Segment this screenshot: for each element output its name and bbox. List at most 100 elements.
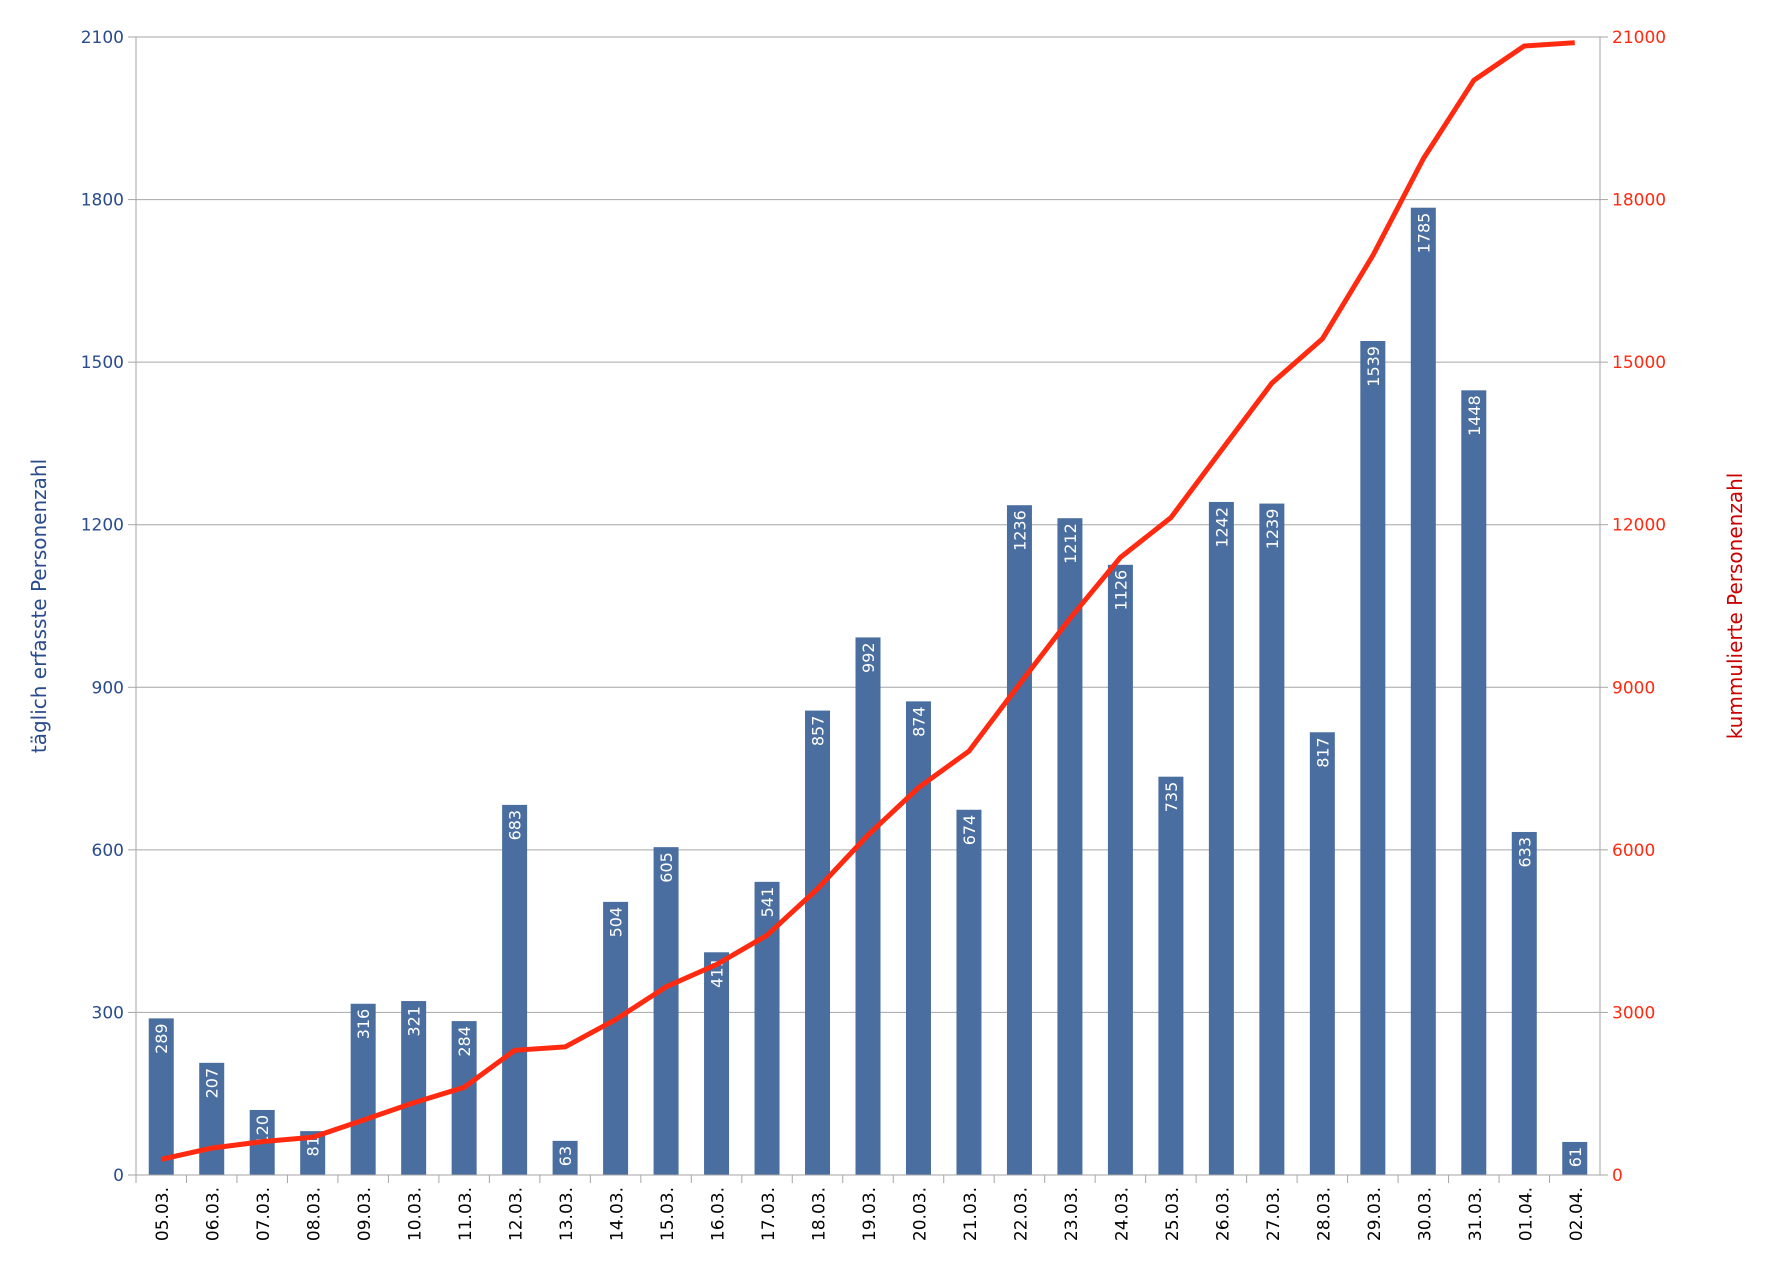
- x-tick-label: 02.04.: [1567, 1187, 1587, 1241]
- bar-data-label: 321: [405, 1006, 424, 1037]
- x-tick-label: 10.03.: [406, 1187, 426, 1241]
- bar-data-label: 316: [354, 1009, 373, 1040]
- bar-data-label: 874: [909, 706, 928, 737]
- bar: [956, 809, 982, 1175]
- axes: 0 300 600 900 1200 1500 1800 2100 0 3000 6000 9000 1…: [81, 28, 1666, 1241]
- bar: [905, 701, 931, 1175]
- bar: [1309, 732, 1335, 1175]
- bar: [855, 637, 881, 1175]
- bar: [1107, 564, 1133, 1175]
- x-tick-label: 07.03.: [254, 1187, 274, 1241]
- bar-data-label: 1239: [1263, 509, 1282, 550]
- bar: [148, 1018, 174, 1175]
- bar: [502, 804, 528, 1175]
- y2-axis-title: kummulierte Personenzahl: [1723, 473, 1747, 740]
- bar: [1562, 1141, 1588, 1175]
- bar-data-label: 63: [556, 1146, 575, 1166]
- bar-data-label: 1539: [1364, 346, 1383, 387]
- x-tick-label: 11.03.: [456, 1187, 476, 1241]
- bar: [401, 1001, 427, 1175]
- bar-data-label: 817: [1313, 737, 1332, 768]
- y-tick-label: 1800: [81, 191, 124, 211]
- bar-data-label: 207: [203, 1068, 222, 1099]
- bar: [1360, 341, 1386, 1176]
- y2-tick-label: 3000: [1612, 1003, 1655, 1023]
- x-tick-label: 28.03.: [1314, 1187, 1334, 1241]
- x-tick-label: 18.03.: [810, 1187, 830, 1241]
- bar: [199, 1062, 225, 1175]
- y2-tick-label: 9000: [1612, 678, 1655, 698]
- x-tick-label: 29.03.: [1365, 1187, 1385, 1241]
- x-tick-label: 26.03.: [1213, 1187, 1233, 1241]
- x-tick-label: 17.03.: [759, 1187, 779, 1241]
- y-tick-label: 300: [92, 1003, 124, 1023]
- bar: [1461, 390, 1487, 1175]
- bar: [653, 847, 679, 1175]
- bar-data-label: 284: [455, 1026, 474, 1057]
- bar-data-label: 1448: [1465, 395, 1484, 436]
- x-tick-label: 21.03.: [961, 1187, 981, 1241]
- bar-data-label: 1236: [1010, 510, 1029, 551]
- bar-data-label: 120: [253, 1115, 272, 1146]
- bar-data-label: 504: [607, 907, 626, 938]
- y-tick-label: 1500: [81, 353, 124, 373]
- bar-data-label: 683: [506, 810, 525, 841]
- y-tick-label: 600: [92, 841, 124, 861]
- bar: [552, 1140, 578, 1175]
- bar: [1158, 776, 1184, 1175]
- bar-data-label: 61: [1566, 1147, 1585, 1167]
- x-tick-label: 25.03.: [1163, 1187, 1183, 1241]
- y2-tick-label: 18000: [1612, 191, 1666, 211]
- bar-data-label: 605: [657, 852, 676, 883]
- x-tick-label: 15.03.: [658, 1187, 678, 1241]
- cumulative-line: [160, 40, 1575, 1162]
- x-tick-label: 14.03.: [608, 1187, 628, 1241]
- bar-data-label: 674: [960, 815, 979, 846]
- y-tick-label: 900: [92, 678, 124, 698]
- bar-data-label: 541: [758, 887, 777, 918]
- y2-tick-label: 0: [1612, 1166, 1623, 1186]
- bar: [1208, 501, 1234, 1175]
- y-tick-label: 2100: [81, 28, 124, 48]
- y2-tick-label: 12000: [1612, 516, 1666, 536]
- y2-tick-label: 15000: [1612, 353, 1666, 373]
- bar: [1006, 505, 1032, 1176]
- y-axis-title: täglich erfasste Personenzahl: [27, 459, 51, 753]
- bar-data-label: 1785: [1414, 213, 1433, 254]
- x-tick-label: 23.03.: [1062, 1187, 1082, 1241]
- bar-data-label: 735: [1162, 782, 1181, 813]
- bar-data-label: 81: [304, 1136, 323, 1156]
- x-tick-label: 13.03.: [557, 1187, 577, 1241]
- y-tick-label: 1200: [81, 516, 124, 536]
- bar-data-label: 1212: [1061, 523, 1080, 564]
- x-tick-label: 31.03.: [1466, 1187, 1486, 1241]
- y2-tick-label: 6000: [1612, 841, 1655, 861]
- bar-data-label: 1242: [1212, 507, 1231, 548]
- x-tick-label: 05.03.: [153, 1187, 173, 1241]
- x-tick-label: 30.03.: [1415, 1187, 1435, 1241]
- x-tick-label: 12.03.: [507, 1187, 527, 1241]
- bar-data-label: 857: [809, 716, 828, 747]
- bar: [350, 1003, 376, 1175]
- x-tick-label: 16.03.: [709, 1187, 729, 1241]
- bar: [704, 952, 730, 1175]
- x-tick-label: 01.04.: [1516, 1187, 1536, 1241]
- bar-data-label: 992: [859, 642, 878, 673]
- bar: [1259, 503, 1285, 1176]
- x-tick-label: 24.03.: [1112, 1187, 1132, 1241]
- line-series: [160, 40, 1575, 1162]
- x-tick-label: 09.03.: [355, 1187, 375, 1241]
- x-tick-label: 22.03.: [1011, 1187, 1031, 1241]
- y-tick-label: 0: [113, 1166, 124, 1186]
- x-tick-label: 20.03.: [910, 1187, 930, 1241]
- bar-data-label: 1126: [1111, 570, 1130, 611]
- bar: [805, 710, 831, 1175]
- bar-data-label: 633: [1515, 837, 1534, 868]
- bar-data-label: 289: [152, 1023, 171, 1054]
- x-tick-label: 06.03.: [204, 1187, 224, 1241]
- bar: [1511, 831, 1537, 1175]
- bar: [1410, 207, 1436, 1175]
- bar: [603, 901, 629, 1175]
